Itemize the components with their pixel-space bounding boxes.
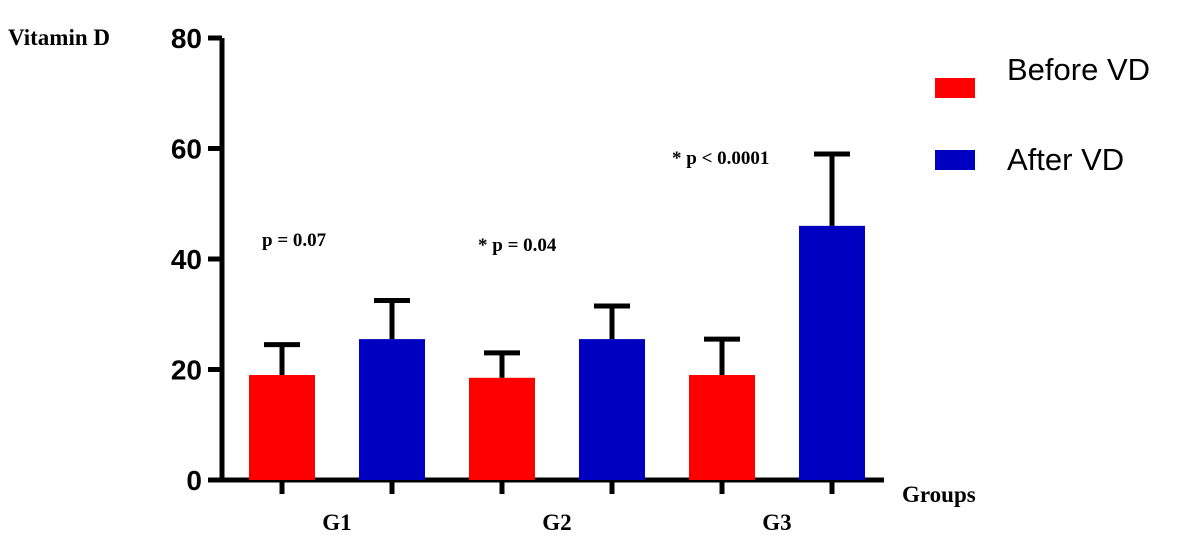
legend: Before VD After VD <box>935 52 1150 177</box>
p-value-annotation: * p = 0.04 <box>478 235 557 256</box>
bar-g1-after <box>359 339 425 480</box>
y-tick-label: 0 <box>186 465 202 496</box>
y-tick-label: 20 <box>171 355 202 386</box>
legend-swatch-before <box>935 78 975 98</box>
x-tick-label: G2 <box>542 510 571 535</box>
bar-g1-before <box>249 375 315 480</box>
axes <box>219 38 884 483</box>
annotations: p = 0.07 * p = 0.04 * p < 0.0001 <box>262 148 769 256</box>
bar-g2-after <box>579 339 645 480</box>
y-axis-label: Vitamin D <box>8 25 110 50</box>
bar-g3-before <box>689 375 755 480</box>
x-axis-label: Groups <box>902 482 976 507</box>
legend-swatch-after <box>935 150 975 170</box>
bars <box>249 151 865 480</box>
p-value-annotation: p = 0.07 <box>262 230 327 251</box>
x-tick-label: G3 <box>762 510 791 535</box>
y-tick-label: 40 <box>171 244 202 275</box>
x-tick-label: G1 <box>322 510 351 535</box>
bar-g2-before <box>469 377 535 480</box>
y-ticks: 0 20 40 60 80 <box>171 23 222 496</box>
y-tick-label: 80 <box>171 23 202 54</box>
y-tick-label: 60 <box>171 134 202 165</box>
legend-label: After VD <box>1007 142 1124 177</box>
bar-g3-after <box>799 225 865 480</box>
legend-label: Before VD <box>1007 52 1150 87</box>
x-ticks: G1 G2 G3 <box>279 480 835 535</box>
p-value-annotation: * p < 0.0001 <box>672 148 769 169</box>
